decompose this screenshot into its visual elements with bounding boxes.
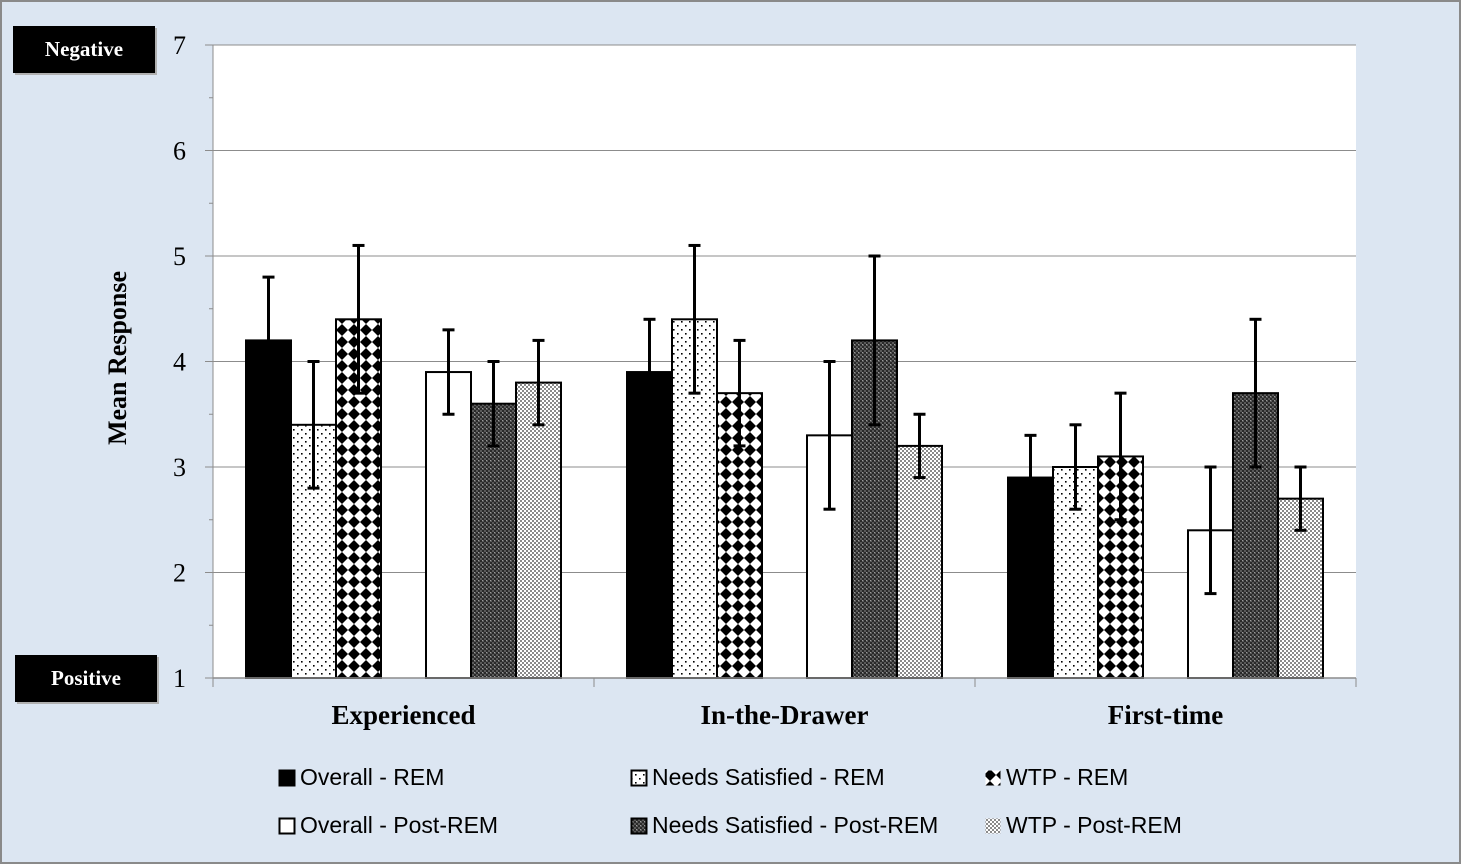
legend-swatch xyxy=(985,818,1001,833)
negative-tag: Negative xyxy=(13,26,155,73)
y-tick-label: 5 xyxy=(173,242,186,271)
legend-swatch xyxy=(985,770,1001,785)
bar xyxy=(425,371,472,679)
y-axis-label: Mean Response xyxy=(103,270,132,446)
y-tick-label: 7 xyxy=(173,31,186,60)
legend-label: WTP - REM xyxy=(1006,764,1129,790)
legend-label: WTP - Post-REM xyxy=(1006,812,1182,838)
legend-item: Needs Satisfied - Post-REM xyxy=(630,812,938,839)
category-label: Experienced xyxy=(331,700,476,730)
y-tick-label: 4 xyxy=(173,348,186,377)
legend-swatch xyxy=(630,817,648,834)
legend-item: WTP - Post-REM xyxy=(984,812,1182,839)
legend-swatch xyxy=(630,769,648,786)
error-bars xyxy=(262,243,1307,596)
legend-item: WTP - REM xyxy=(984,764,1128,791)
legend-item: Overall - Post-REM xyxy=(278,812,498,839)
gridlines xyxy=(213,44,1356,573)
y-tick-label: 2 xyxy=(173,559,186,588)
legend-item: Needs Satisfied - REM xyxy=(630,764,885,791)
legend-label: Overall - Post-REM xyxy=(300,812,499,838)
axes: 1 2 3 4 5 6 7 xyxy=(173,31,1357,693)
category-label: In-the-Drawer xyxy=(700,700,869,730)
y-tick-label: 1 xyxy=(173,664,186,693)
category-label: First-time xyxy=(1107,700,1224,730)
y-tick-label: 6 xyxy=(173,137,186,166)
legend-item: Overall - REM xyxy=(278,764,444,791)
legend-swatch xyxy=(278,769,296,786)
y-tick-label: 3 xyxy=(173,453,186,482)
legend-label: Needs Satisfied - Post-REM xyxy=(652,812,939,838)
bar xyxy=(515,381,562,679)
legend-swatch xyxy=(278,817,296,834)
positive-tag: Positive xyxy=(15,655,157,702)
legend-label: Needs Satisfied - REM xyxy=(652,764,885,790)
legend-label: Overall - REM xyxy=(300,764,445,790)
bar xyxy=(896,444,943,679)
